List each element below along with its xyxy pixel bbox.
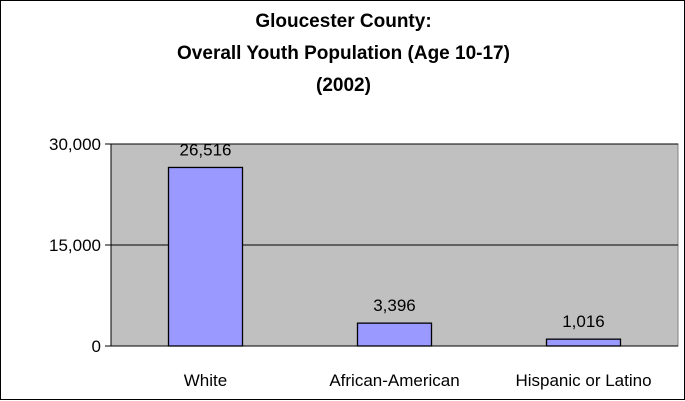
data-label: 1,016 xyxy=(562,312,605,331)
x-tick-label: Hispanic or Latino xyxy=(515,371,651,390)
x-tick-label: White xyxy=(184,371,227,390)
bar xyxy=(356,322,433,347)
y-tick-label: 15,000 xyxy=(49,236,101,255)
y-axis: 0 15,000 30,000 xyxy=(49,135,112,356)
x-axis: White African-American Hispanic or Latino xyxy=(111,345,678,390)
chart-title-line-2: Overall Youth Population (Age 10-17) xyxy=(177,43,510,64)
bars xyxy=(167,166,622,347)
bar xyxy=(545,338,622,347)
y-tick-label: 0 xyxy=(92,337,101,356)
x-tick-label: African-American xyxy=(329,371,459,390)
data-labels: 26,516 3,396 1,016 xyxy=(180,140,605,331)
chart-title-line-1: Gloucester County: xyxy=(255,11,432,32)
data-label: 3,396 xyxy=(373,296,416,315)
y-tick-label: 30,000 xyxy=(49,135,101,154)
data-label: 26,516 xyxy=(180,140,232,159)
bar xyxy=(167,166,244,347)
chart-title-line-3: (2002) xyxy=(316,75,371,96)
